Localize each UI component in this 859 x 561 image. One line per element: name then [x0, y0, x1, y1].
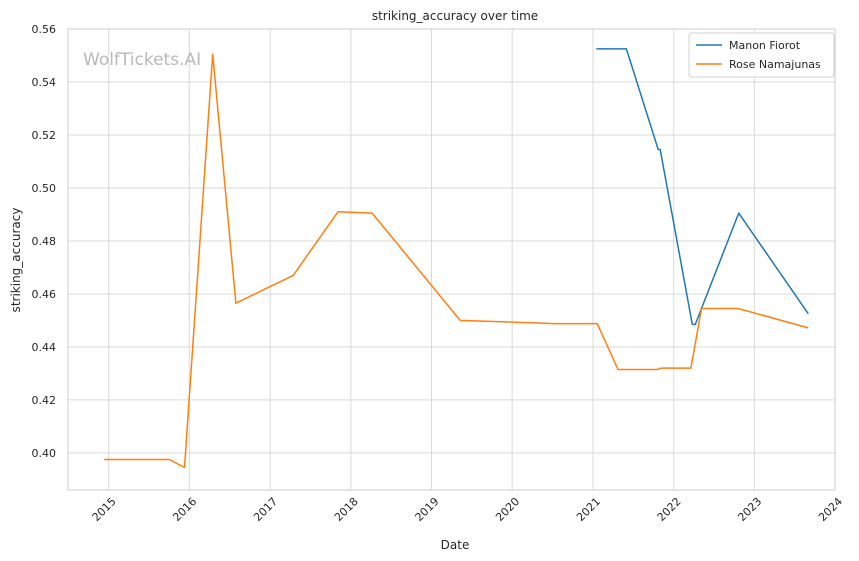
x-axis-title: Date [441, 538, 470, 552]
y-tick-label: 0.56 [32, 23, 57, 36]
chart-title: striking_accuracy over time [372, 9, 538, 23]
series-line-rose-namajunas [104, 53, 809, 469]
watermark: WolfTickets.AI [83, 50, 201, 70]
y-tick-label: 0.44 [32, 341, 57, 354]
y-tick-label: 0.48 [32, 235, 57, 248]
y-tick-label: 0.50 [32, 182, 57, 195]
y-tick-label: 0.46 [32, 288, 57, 301]
y-tick-label: 0.52 [32, 129, 57, 142]
legend: Manon Fiorot Rose Namajunas [688, 32, 835, 78]
y-tick-labels: 0.40 0.42 0.44 0.46 0.48 0.50 0.52 0.54 0.56 [32, 23, 57, 460]
y-tick-label: 0.42 [32, 394, 57, 407]
legend-box [688, 32, 835, 78]
legend-label-manon-fiorot: Manon Fiorot [729, 39, 801, 52]
series-line-manon-fiorot [596, 48, 809, 326]
y-tick-label: 0.54 [32, 76, 57, 89]
plot-frame [67, 28, 836, 491]
series-layer [104, 48, 809, 469]
y-tick-label: 0.40 [32, 447, 57, 460]
legend-label-rose-namajunas: Rose Namajunas [729, 58, 821, 71]
x-tick-labels: 2015 2016 2017 2018 2019 2020 2021 2022 2023 2024 [90, 495, 845, 524]
y-axis-title: striking_accuracy [9, 208, 23, 313]
